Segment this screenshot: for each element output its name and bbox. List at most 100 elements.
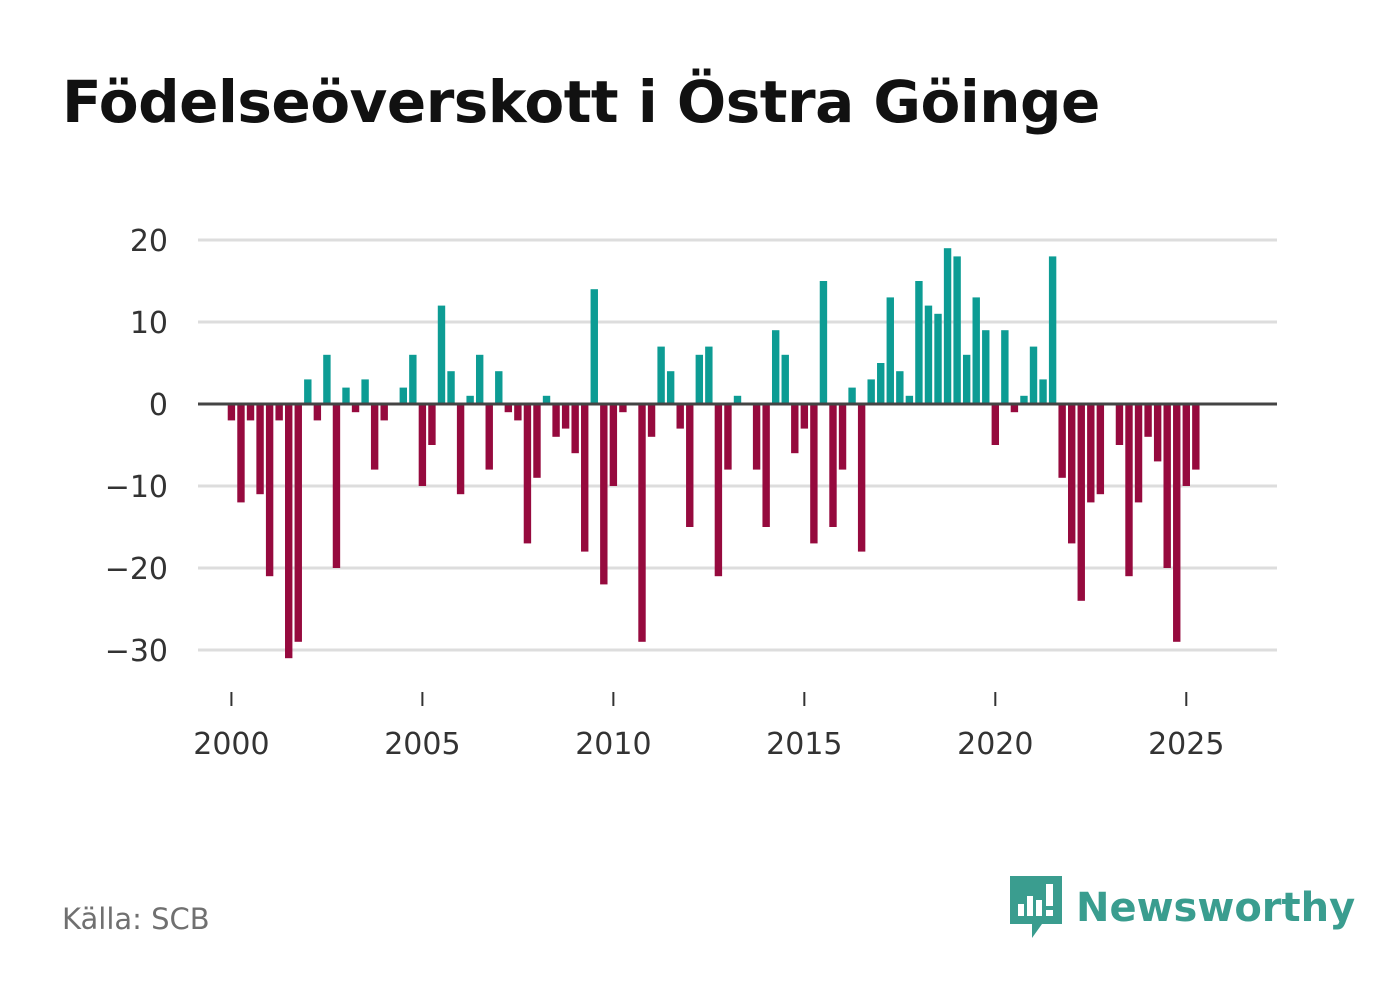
bar-negative <box>1068 404 1076 544</box>
bar-negative <box>504 404 513 413</box>
chart-title: Födelseöverskott i Östra Göinge <box>62 68 1100 136</box>
bar-positive <box>361 379 369 404</box>
source-note: Källa: SCB <box>62 902 210 936</box>
bar-positive <box>304 379 312 404</box>
bar-positive <box>982 330 990 404</box>
brand-name: Newsworthy <box>1076 885 1356 931</box>
newsworthy-brand[interactable]: Newsworthy <box>1010 876 1355 940</box>
bar-positive <box>934 313 942 404</box>
bar-negative <box>791 404 799 454</box>
bar-positive <box>695 354 704 404</box>
bar-negative <box>686 404 694 527</box>
bar-negative <box>523 404 532 544</box>
bar-positive <box>1020 395 1028 404</box>
bar-negative <box>619 404 627 413</box>
bar-negative <box>647 404 656 437</box>
bar-negative <box>991 404 1000 445</box>
bar-negative <box>1134 404 1143 503</box>
bar-positive <box>943 248 952 404</box>
bar-negative <box>265 404 274 577</box>
bar-series <box>227 248 1200 659</box>
bar-negative <box>237 404 245 503</box>
bar-negative <box>571 404 579 454</box>
bar-negative <box>514 404 522 421</box>
y-gridlines <box>198 238 1277 652</box>
bar-positive <box>323 354 331 404</box>
x-tick-label: 2020 <box>957 727 1033 762</box>
x-tick-label: 2000 <box>193 727 269 762</box>
bar-negative <box>428 404 436 445</box>
bar-negative <box>810 404 818 544</box>
bar-negative <box>552 404 560 437</box>
bar-negative <box>456 404 465 495</box>
bar-negative <box>800 404 809 429</box>
bar-negative <box>1077 404 1085 601</box>
bar-positive <box>542 395 551 404</box>
bar-positive <box>1029 346 1038 404</box>
bar-negative <box>638 404 646 642</box>
bar-negative <box>1163 404 1171 568</box>
bar-positive <box>1001 330 1009 404</box>
bar-negative <box>857 404 866 552</box>
bar-negative <box>1182 404 1190 486</box>
bar-positive <box>972 297 980 404</box>
bar-negative <box>285 404 293 659</box>
bar-positive <box>399 387 407 404</box>
bar-positive <box>781 354 789 404</box>
newsworthy-logo-icon <box>1010 876 1062 938</box>
bar-negative <box>676 404 684 429</box>
bar-positive <box>495 371 503 404</box>
bar-negative <box>313 404 322 421</box>
bar-negative <box>1125 404 1133 577</box>
bar-negative <box>380 404 388 421</box>
bar-negative <box>1173 404 1181 642</box>
x-tick-label: 2010 <box>575 727 651 762</box>
x-tick-label: 2025 <box>1148 727 1224 762</box>
bar-negative <box>351 404 360 413</box>
bar-positive <box>905 395 914 404</box>
bar-positive <box>962 354 971 404</box>
bar-negative <box>714 404 723 577</box>
bar-positive <box>924 305 933 404</box>
bar-positive <box>447 371 455 404</box>
bar-positive <box>733 395 742 404</box>
y-tick-label: −10 <box>105 470 168 505</box>
bar-negative <box>838 404 847 470</box>
bar-negative <box>600 404 608 585</box>
bar-positive <box>877 363 885 404</box>
bar-negative <box>1087 404 1095 503</box>
y-tick-label: 20 <box>130 224 168 259</box>
bar-negative <box>609 404 618 486</box>
bar-negative <box>1144 404 1152 437</box>
bar-positive <box>896 371 904 404</box>
bar-positive <box>437 305 446 404</box>
bar-negative <box>256 404 264 495</box>
bar-positive <box>848 387 856 404</box>
bar-positive <box>886 297 894 404</box>
bar-negative <box>581 404 589 552</box>
y-tick-label: 0 <box>149 388 168 423</box>
bar-positive <box>409 354 417 404</box>
bar-positive <box>1039 379 1047 404</box>
bar-negative <box>227 404 236 421</box>
bar-positive <box>915 281 923 404</box>
bar-negative <box>1058 404 1066 478</box>
y-tick-label: −30 <box>105 634 168 669</box>
bar-positive <box>475 354 484 404</box>
bar-positive <box>657 346 665 404</box>
y-tick-label: −20 <box>105 552 168 587</box>
bar-negative <box>1010 404 1019 413</box>
bar-negative <box>370 404 379 470</box>
bar-negative <box>485 404 493 470</box>
bar-negative <box>561 404 570 429</box>
bar-negative <box>533 404 541 478</box>
bar-positive <box>1048 256 1057 404</box>
bar-negative <box>1096 404 1105 495</box>
bar-negative <box>418 404 427 486</box>
x-tick-label: 2015 <box>766 727 842 762</box>
y-axis-ticks: 20 10 0 −10 −20 −30 <box>105 224 168 669</box>
bar-positive <box>666 371 675 404</box>
bar-positive <box>590 289 598 404</box>
bar-negative <box>724 404 732 470</box>
